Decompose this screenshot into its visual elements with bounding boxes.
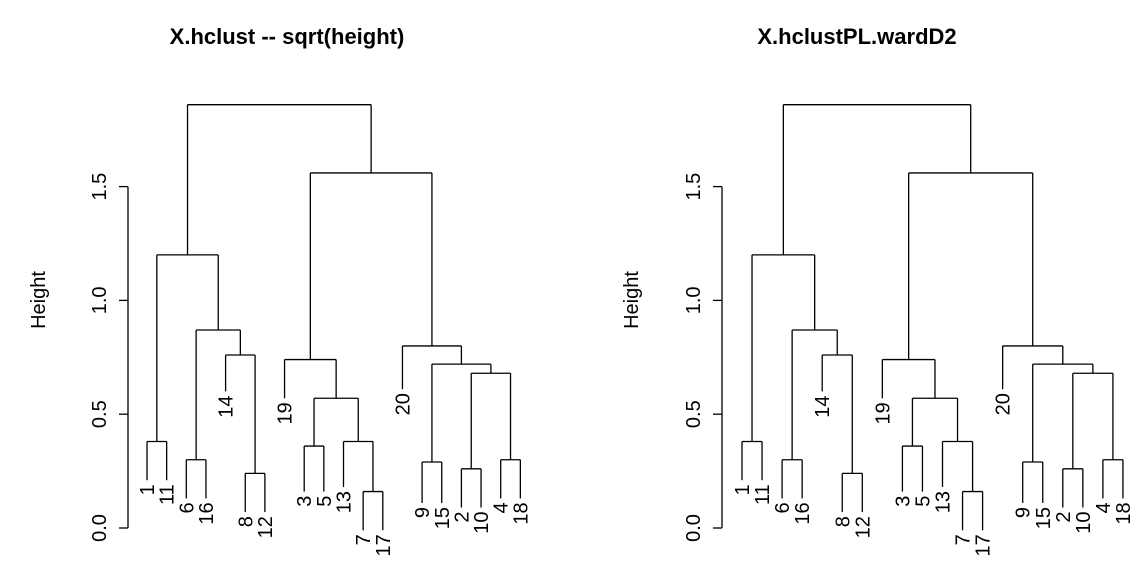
dendrogram-panel-left: X.hclust -- sqrt(height) Height 0.0 0.5 1.…	[28, 24, 532, 557]
leaf-label: 20	[993, 393, 1015, 415]
leaf-label: 20	[392, 393, 414, 415]
y-tick-label: 1.5	[89, 173, 111, 201]
leaf-label: 11	[752, 484, 774, 505]
leaf-label: 16	[196, 502, 218, 524]
leaf-label: 12	[255, 516, 277, 538]
leaf-label: 7	[953, 534, 975, 545]
leaf-label: 10	[1073, 512, 1095, 534]
leaf-label: 13	[933, 491, 955, 513]
leaf-label: 18	[510, 502, 532, 524]
leaf-label: 6	[772, 502, 794, 513]
leaf-label: 12	[852, 516, 874, 538]
leaf-label: 15	[1033, 507, 1055, 529]
dendrogram-marks: 0.00.51.01.51116161481219351371720915210…	[683, 105, 1135, 557]
leaf-label: 18	[1113, 502, 1135, 524]
leaf-label: 13	[334, 491, 356, 513]
leaf-label: 8	[832, 516, 854, 527]
leaf-label: 9	[1013, 507, 1035, 518]
leaf-label: 19	[872, 402, 894, 424]
leaf-label: 14	[812, 395, 834, 417]
y-tick-label: 1.0	[683, 286, 705, 314]
leaf-label: 19	[275, 402, 297, 424]
leaf-label: 2	[1053, 512, 1075, 523]
leaf-label: 16	[792, 502, 814, 524]
leaf-label: 10	[471, 512, 493, 534]
y-axis-label: Height	[28, 271, 50, 329]
leaf-label: 11	[157, 484, 179, 505]
y-axis-label: Height	[621, 271, 643, 329]
y-tick-label: 0.0	[89, 514, 111, 542]
chart-title: X.hclustPL.wardD2	[757, 24, 956, 49]
leaf-label: 1	[732, 484, 754, 495]
y-tick-label: 1.0	[89, 286, 111, 314]
y-tick-label: 0.5	[89, 400, 111, 428]
leaf-label: 14	[216, 395, 238, 417]
leaf-label: 17	[373, 534, 395, 556]
y-tick-label: 0.0	[683, 514, 705, 542]
y-tick-label: 1.5	[683, 173, 705, 201]
leaf-label: 3	[892, 496, 914, 507]
leaf-label: 17	[973, 534, 995, 556]
chart-title: X.hclust -- sqrt(height)	[170, 24, 405, 49]
y-tick-label: 0.5	[683, 400, 705, 428]
dendrogram-panel-right: X.hclustPL.wardD2 Height 0.00.51.01.5111…	[621, 24, 1135, 557]
leaf-label: 5	[912, 496, 934, 507]
dendrogram-marks: 0.00.51.01.51116161481219351371720915210…	[89, 105, 532, 557]
leaf-label: 4	[1093, 502, 1115, 513]
